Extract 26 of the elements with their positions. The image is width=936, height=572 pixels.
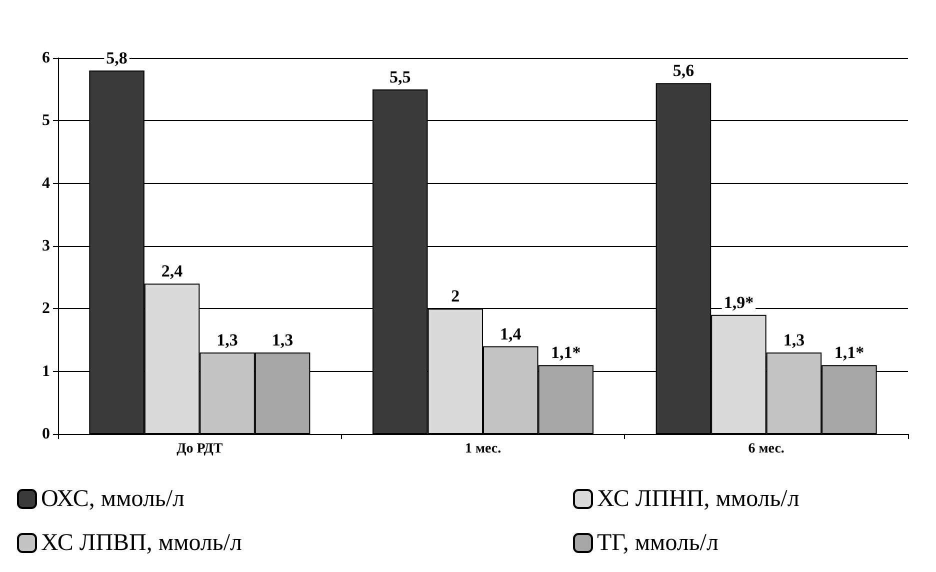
y-tick-label: 5 [42,112,50,130]
y-tick-label: 2 [42,300,50,318]
y-tick-label: 6 [42,50,50,66]
data-label: 2,4 [161,262,184,281]
data-label: 1,3 [272,330,294,350]
data-label: 5,5 [390,67,411,86]
y-tick-label: 1 [42,362,50,380]
legend-label: ХС ЛПНП, ммоль/л [597,486,800,512]
data-label: 1,3 [216,330,238,350]
data-label: 1,3 [783,330,805,350]
data-label: 1,1* [551,343,581,362]
x-tick-label: 6 мес. [748,442,784,456]
x-tick-label: 1 мес. [464,442,502,456]
data-label: 5,6 [672,61,694,80]
data-label: 1,4 [500,324,522,344]
y-tick-label: 4 [42,174,50,192]
legend-label: ОХС, ммоль/л [41,486,185,512]
data-label: 1,9* [724,292,754,312]
legend-label: ТГ, ммоль/л [597,530,718,556]
data-label: 1,1* [834,343,864,362]
x-tick-label: До РДТ [176,442,224,456]
data-label: 5,8 [106,48,128,68]
y-tick-label: 3 [42,238,50,254]
y-tick-label: 0 [42,426,50,442]
data-label: 2 [451,286,460,306]
legend-label: ХС ЛПВП, ммоль/л [41,530,242,556]
